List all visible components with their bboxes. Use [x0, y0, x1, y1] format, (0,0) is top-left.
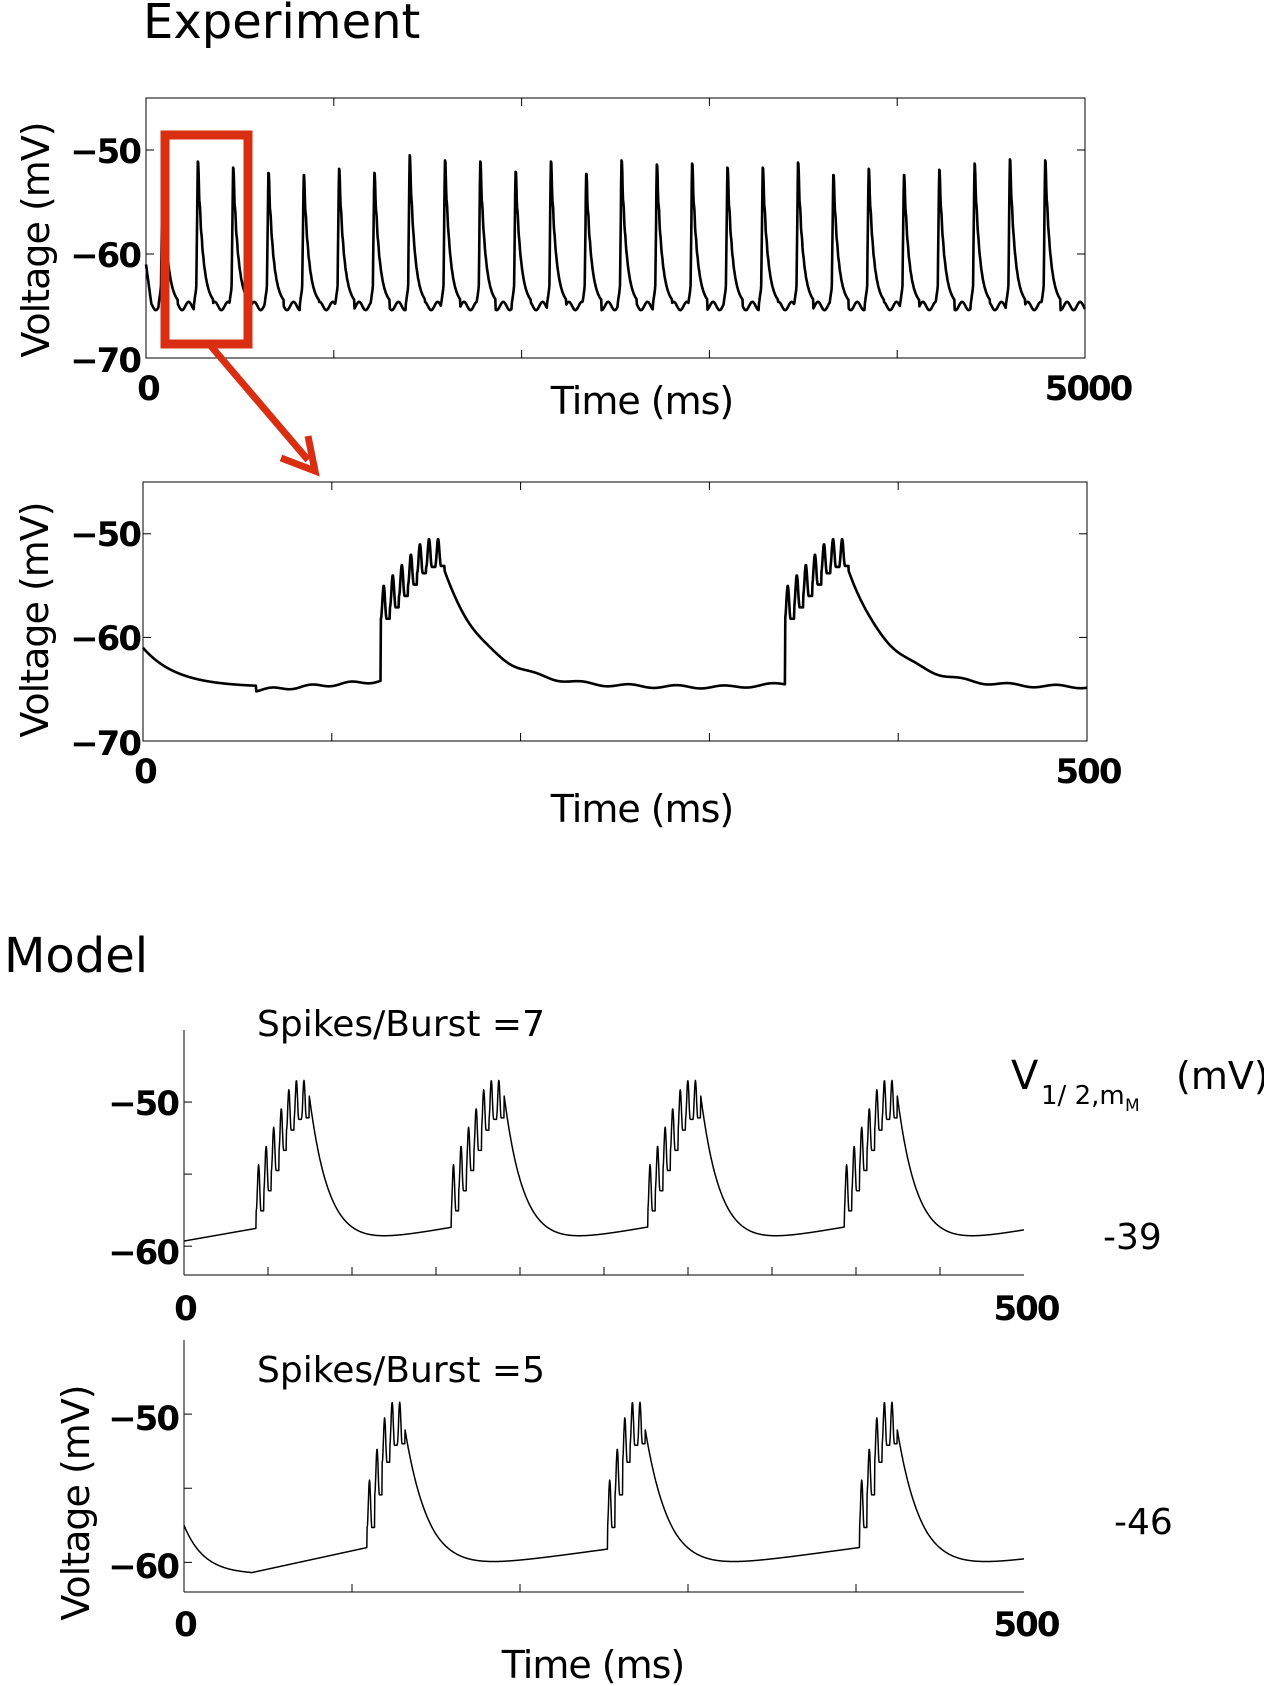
model-b-ytick-neg50: −50 [108, 1399, 179, 1439]
model-a-ytick-neg60: −60 [108, 1233, 179, 1273]
exp-zoom-ytick-neg60: −60 [70, 619, 141, 659]
model-a-xtick-500: 500 [994, 1289, 1060, 1329]
exp-long-ytick-neg50: −50 [70, 132, 141, 172]
model-b-series-line [183, 1401, 1025, 1574]
model-a-ticks [184, 1101, 941, 1275]
exp-long-frame [145, 97, 1086, 359]
zoom-arrow-line [207, 342, 311, 463]
exp-zoom-xtick-0: 0 [134, 752, 157, 792]
zoom-highlight-box [160, 130, 253, 349]
model-b-ytick-neg60: −60 [108, 1547, 179, 1587]
experiment-heading: Experiment [143, 0, 420, 50]
model-b-annotation: Spikes/Burst =5 [257, 1350, 545, 1391]
exp-long-ytick-neg70: −70 [70, 341, 141, 381]
model-a-ytick-neg50: −50 [108, 1084, 179, 1124]
model-b-xtick-500: 500 [994, 1605, 1060, 1645]
exp-zoom-xtick-500: 500 [1056, 752, 1122, 792]
param-label: V 1/ 2,m M (mV) [1011, 1053, 1264, 1116]
model-b-xtick-0: 0 [174, 1605, 197, 1645]
exp-zoom-frame [142, 481, 1088, 742]
exp-long-xtick-5000: 5000 [1045, 369, 1133, 409]
model-a-xtick-0: 0 [174, 1289, 197, 1329]
exp-zoom-xlabel: Time (ms) [550, 787, 734, 831]
exp-zoom-ytick-neg70: −70 [70, 724, 141, 764]
exp-long-ylabel: Voltage (mV) [14, 122, 58, 357]
chart-model-a: Spikes/Burst =7 −50 −60 0 500 -39 [108, 1004, 1162, 1329]
chart-exp-long: −50 −60 −70 0 5000 Time (ms) Voltage (mV… [14, 97, 1135, 423]
exp-zoom-ylabel: Voltage (mV) [13, 502, 57, 737]
exp-long-ytick-neg60: −60 [70, 236, 141, 276]
exp-long-ticks [146, 98, 1085, 358]
exp-long-series-line [144, 153, 1087, 312]
param-subscript: 1/ 2,m [1041, 1081, 1125, 1111]
exp-zoom-ytick-neg50: −50 [70, 515, 141, 555]
model-b-ticks [184, 1413, 857, 1592]
model-a-series-line [183, 1079, 1025, 1242]
zoom-arrow-head [279, 435, 320, 477]
param-unit: (mV) [1176, 1054, 1264, 1098]
param-v-symbol: V [1011, 1053, 1039, 1099]
exp-long-xtick-0: 0 [137, 369, 160, 409]
model-a-param-value: -39 [1103, 1217, 1162, 1258]
exp-long-xlabel: Time (ms) [550, 379, 734, 423]
chart-model-b: Spikes/Burst =5 −50 −60 0 500 Time (ms) … [54, 1340, 1173, 1686]
chart-exp-zoom: −50 −60 −70 0 500 Time (ms) Voltage (mV) [13, 481, 1124, 831]
model-heading: Model [4, 928, 148, 984]
model-b-xlabel: Time (ms) [501, 1643, 685, 1686]
model-b-param-value: -46 [1114, 1502, 1173, 1543]
param-subsubscript: M [1125, 1096, 1140, 1116]
model-a-annotation: Spikes/Burst =7 [257, 1004, 545, 1045]
model-b-ylabel: Voltage (mV) [54, 1385, 98, 1620]
exp-zoom-series-line [142, 537, 1088, 693]
exp-zoom-ticks [143, 482, 1087, 741]
